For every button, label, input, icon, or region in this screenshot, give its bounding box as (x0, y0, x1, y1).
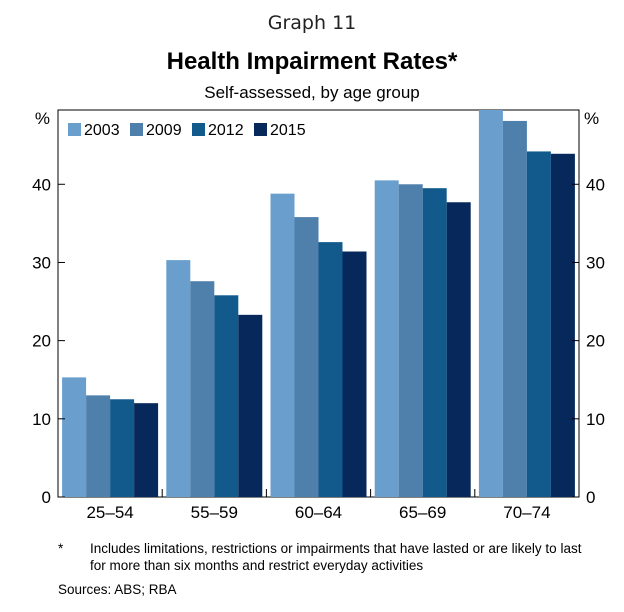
bar-2009-2 (294, 217, 319, 498)
left-y-tick-label: 10 (32, 410, 51, 429)
bar-2015-3 (446, 202, 471, 497)
right-y-tick-label: 20 (586, 332, 605, 351)
category-label: 55–59 (191, 503, 238, 522)
footnote-text: Includes limitations, restrictions or im… (90, 541, 582, 573)
bar-2009-0 (86, 395, 111, 497)
right-y-tick-label: 40 (586, 175, 605, 194)
chart-subtitle: Self-assessed, by age group (204, 83, 420, 102)
legend-swatch-2009 (130, 123, 143, 136)
category-label: 60–64 (295, 503, 342, 522)
graph-number: Graph 11 (267, 12, 357, 34)
left-y-tick-label: 0 (42, 488, 51, 507)
left-y-tick-label: 40 (32, 175, 51, 194)
bar-2012-0 (110, 399, 135, 497)
chart-title: Health Impairment Rates* (166, 48, 458, 75)
bar-2003-2 (270, 193, 295, 497)
bar-2012-2 (318, 242, 343, 497)
left-unit-label: % (35, 109, 50, 128)
category-label: 70–74 (503, 503, 550, 522)
footnote-mark: * (58, 541, 64, 556)
legend-swatch-2015 (254, 123, 267, 136)
bar-2012-1 (214, 295, 239, 497)
legend-swatch-2003 (68, 123, 81, 136)
category-label: 25–54 (86, 503, 133, 522)
bar-2015-0 (134, 403, 159, 497)
right-y-tick-label: 30 (586, 253, 605, 272)
bar-2003-1 (166, 260, 191, 497)
bar-2003-4 (478, 110, 503, 497)
left-y-tick-label: 30 (32, 253, 51, 272)
right-y-tick-label: 0 (586, 488, 595, 507)
bar-2009-3 (398, 184, 423, 498)
bar-2003-3 (374, 180, 399, 497)
sources-note: Sources: ABS; RBA (58, 582, 177, 597)
legend-label-2003: 2003 (84, 122, 120, 139)
bar-2012-3 (422, 188, 447, 497)
right-y-tick-label: 10 (586, 410, 605, 429)
bar-2012-4 (526, 151, 551, 497)
legend-label-2009: 2009 (146, 122, 182, 139)
bar-2015-1 (238, 314, 263, 497)
category-label: 65–69 (399, 503, 446, 522)
bar-2009-4 (502, 120, 527, 497)
legend-label-2012: 2012 (208, 122, 244, 139)
bar-2009-1 (190, 281, 215, 497)
legend-label-2015: 2015 (270, 122, 306, 139)
left-y-tick-label: 20 (32, 332, 51, 351)
bar-2015-4 (550, 153, 575, 498)
right-unit-label: % (584, 109, 599, 128)
legend-swatch-2012 (192, 123, 205, 136)
bar-2003-0 (62, 377, 87, 497)
bar-2015-2 (342, 251, 367, 497)
